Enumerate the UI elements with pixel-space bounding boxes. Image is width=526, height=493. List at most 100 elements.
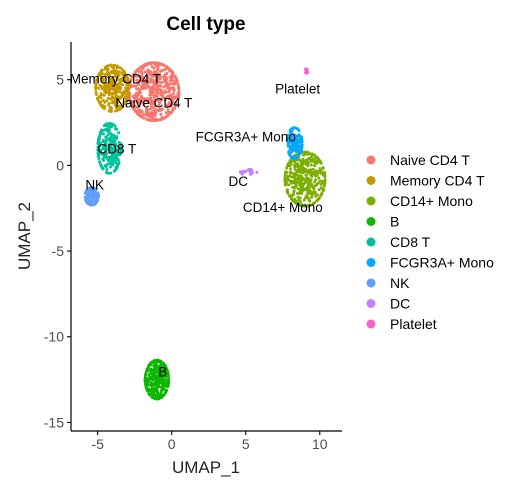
data-point	[100, 104, 104, 108]
chart-title: Cell type	[166, 14, 245, 35]
data-point	[86, 188, 90, 192]
data-point	[168, 75, 172, 79]
data-point	[137, 70, 141, 74]
x-tick-label: 10	[312, 436, 328, 452]
data-point	[112, 158, 116, 162]
data-point	[110, 122, 114, 126]
data-point	[146, 381, 150, 385]
data-point	[105, 171, 109, 175]
data-point	[164, 115, 168, 119]
y-tick-label: -5	[52, 243, 65, 259]
data-point	[109, 97, 112, 101]
cluster-points	[94, 63, 131, 113]
data-point	[115, 127, 119, 131]
data-point	[136, 81, 140, 85]
data-point	[103, 67, 107, 71]
data-point	[291, 180, 294, 184]
data-point	[146, 389, 150, 393]
data-point	[148, 100, 152, 103]
data-point	[164, 391, 167, 395]
data-point	[107, 159, 111, 163]
cluster-label: B	[158, 364, 167, 379]
data-point	[109, 106, 113, 110]
data-point	[151, 373, 155, 377]
data-point	[153, 383, 157, 387]
data-point	[153, 99, 157, 103]
data-point	[140, 110, 144, 114]
data-point	[145, 117, 149, 121]
data-point	[294, 183, 298, 187]
data-point	[298, 190, 302, 194]
data-point	[307, 183, 311, 187]
data-point	[125, 74, 129, 78]
data-point	[292, 190, 296, 194]
data-point	[149, 93, 153, 97]
data-point	[310, 195, 314, 199]
data-point	[150, 110, 154, 114]
data-point	[149, 89, 153, 93]
data-point	[118, 66, 122, 70]
data-point	[151, 360, 155, 364]
data-point	[105, 70, 109, 74]
data-point	[165, 105, 169, 109]
data-point	[303, 204, 307, 208]
data-point	[143, 380, 147, 384]
data-point	[149, 61, 153, 65]
x-tick-label: 5	[242, 436, 250, 452]
cluster-points	[143, 358, 171, 401]
data-point	[321, 171, 325, 175]
data-point	[136, 112, 140, 116]
data-point	[295, 134, 299, 138]
data-point	[292, 154, 296, 158]
data-point	[97, 100, 101, 104]
data-point	[94, 87, 98, 91]
data-point	[107, 109, 111, 113]
data-point	[117, 73, 121, 77]
x-axis-ticks: -5 0 5 10	[91, 431, 328, 452]
data-point	[248, 169, 252, 173]
data-point	[115, 135, 119, 138]
data-point	[300, 136, 304, 140]
data-point	[177, 86, 181, 90]
data-point	[118, 96, 122, 100]
data-point	[108, 125, 112, 129]
cluster-points	[96, 121, 123, 175]
data-point	[135, 78, 139, 82]
data-point	[151, 375, 155, 379]
data-point	[288, 164, 292, 168]
data-point	[306, 157, 310, 161]
data-point	[117, 162, 121, 165]
data-point	[116, 71, 119, 75]
cluster-labels: Memory CD4 T Naive CD4 T Platelet FCGR3A+ M…	[70, 71, 323, 379]
data-point	[97, 95, 101, 98]
data-point	[159, 359, 163, 363]
data-point	[312, 170, 316, 174]
data-point	[288, 174, 292, 178]
data-point	[290, 194, 294, 198]
data-point	[142, 116, 146, 120]
data-point	[113, 101, 117, 105]
data-point	[113, 75, 117, 78]
data-point	[142, 103, 146, 107]
data-point	[152, 108, 156, 112]
data-point	[138, 101, 142, 105]
data-point	[171, 100, 175, 104]
data-point	[115, 154, 119, 158]
data-point	[305, 194, 309, 197]
data-point	[243, 170, 247, 174]
data-point	[319, 182, 323, 186]
data-point	[108, 143, 111, 146]
data-point	[177, 95, 180, 99]
data-point	[164, 67, 168, 71]
data-point	[152, 90, 155, 94]
data-point	[310, 155, 313, 159]
data-point	[158, 368, 162, 371]
data-point	[138, 66, 142, 69]
data-point	[119, 151, 123, 155]
data-point	[163, 73, 167, 77]
data-point	[109, 165, 112, 169]
x-tick-label: -5	[91, 436, 104, 452]
data-point	[94, 192, 98, 196]
data-point	[111, 85, 115, 89]
